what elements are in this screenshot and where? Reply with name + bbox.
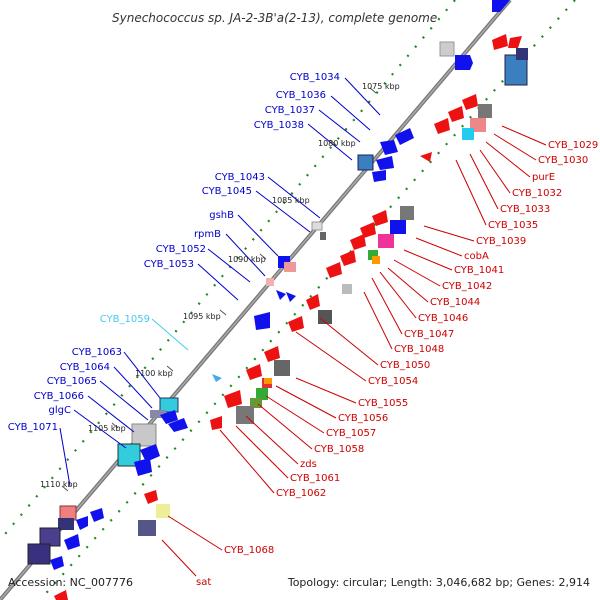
gene-label[interactable]: CYB_1032 (512, 188, 562, 199)
tick-label: 1110 kbp (40, 480, 78, 489)
gene-label[interactable]: CYB_1064 (60, 362, 110, 373)
gene-label[interactable]: CYB_1046 (418, 313, 468, 324)
gene-label[interactable]: CYB_1068 (224, 545, 274, 556)
gene-label[interactable]: CYB_1035 (488, 220, 538, 231)
gene-label[interactable]: CYB_1029 (548, 140, 598, 151)
gene-label[interactable]: CYB_1050 (380, 360, 430, 371)
reverse-strand-genes (27, 0, 510, 570)
gene-label[interactable]: CYB_1044 (430, 297, 480, 308)
gene-label[interactable]: CYB_1071 (8, 422, 58, 433)
gene-label[interactable]: CYB_1058 (314, 444, 364, 455)
tick-label: 1100 kbp (135, 369, 173, 378)
gene-label[interactable]: CYB_1036 (276, 90, 326, 101)
gene-label[interactable]: CYB_1052 (156, 244, 206, 255)
gene-label[interactable]: zds (300, 459, 317, 470)
tick-guides (0, 0, 576, 600)
gene-label[interactable]: CYB_1048 (394, 344, 444, 355)
gene-label[interactable]: CYB_1038 (254, 120, 304, 131)
gene-label[interactable]: CYB_1034 (290, 72, 340, 83)
gene-label[interactable]: CYB_1042 (442, 281, 492, 292)
gene-label[interactable]: CYB_1030 (538, 155, 588, 166)
gene-label[interactable]: purE (532, 172, 555, 183)
gene-label[interactable]: gshB (209, 210, 234, 221)
gene-label[interactable]: CYB_1057 (326, 428, 376, 439)
genome-summary: Topology: circular; Length: 3,046,682 bp… (287, 576, 590, 589)
gene-label[interactable]: CYB_1062 (276, 488, 326, 499)
label-leader-lines (59, 77, 547, 577)
genome-title: Synechococcus sp. JA-2-3B'a(2-13), compl… (112, 11, 437, 25)
gene-label[interactable]: CYB_1055 (358, 398, 408, 409)
left-gene-labels: CYB_1034 CYB_1036 CYB_1037 CYB_1038 CYB_… (8, 72, 340, 433)
gene-label[interactable]: CYB_1066 (34, 391, 84, 402)
gene-label[interactable]: cobA (464, 251, 489, 262)
gene-label[interactable]: CYB_1045 (202, 186, 252, 197)
gene-label[interactable]: sat (196, 577, 211, 588)
gene-label[interactable]: CYB_1061 (290, 473, 340, 484)
forward-strand-genes (54, 34, 528, 600)
gene-label[interactable]: CYB_1053 (144, 259, 194, 270)
gene-label[interactable]: CYB_1063 (72, 347, 122, 358)
tick-label: 1095 kbp (183, 312, 221, 321)
tick-label: 1080 kbp (318, 139, 356, 148)
scale-labels: 1075 kbp 1080 kbp 1085 kbp 1090 kbp 1095… (40, 82, 400, 489)
tick-label: 1085 kbp (272, 196, 310, 205)
gene-label[interactable]: CYB_1065 (47, 376, 97, 387)
genome-backbone (0, 0, 512, 600)
gene-label[interactable]: CYB_1059 (100, 314, 150, 325)
gene-label[interactable]: CYB_1039 (476, 236, 526, 247)
gene-label[interactable]: CYB_1043 (215, 172, 265, 183)
gene-label[interactable]: CYB_1037 (265, 105, 315, 116)
gene-label[interactable]: CYB_1033 (500, 204, 550, 215)
tick-label: 1075 kbp (362, 82, 400, 91)
gene-label[interactable]: CYB_1047 (404, 329, 454, 340)
accession-text: Accession: NC_007776 (8, 576, 133, 589)
gene-label[interactable]: rpmB (194, 229, 221, 240)
tick-label: 1090 kbp (228, 255, 266, 264)
gene-label[interactable]: CYB_1056 (338, 413, 388, 424)
gene-label[interactable]: glgC (49, 405, 71, 416)
right-gene-labels: CYB_1029 CYB_1030 purE CYB_1032 CYB_1033… (196, 140, 598, 588)
gene-label[interactable]: CYB_1041 (454, 265, 504, 276)
tick-label: 1105 kbp (88, 424, 126, 433)
gene-label[interactable]: CYB_1054 (368, 376, 418, 387)
